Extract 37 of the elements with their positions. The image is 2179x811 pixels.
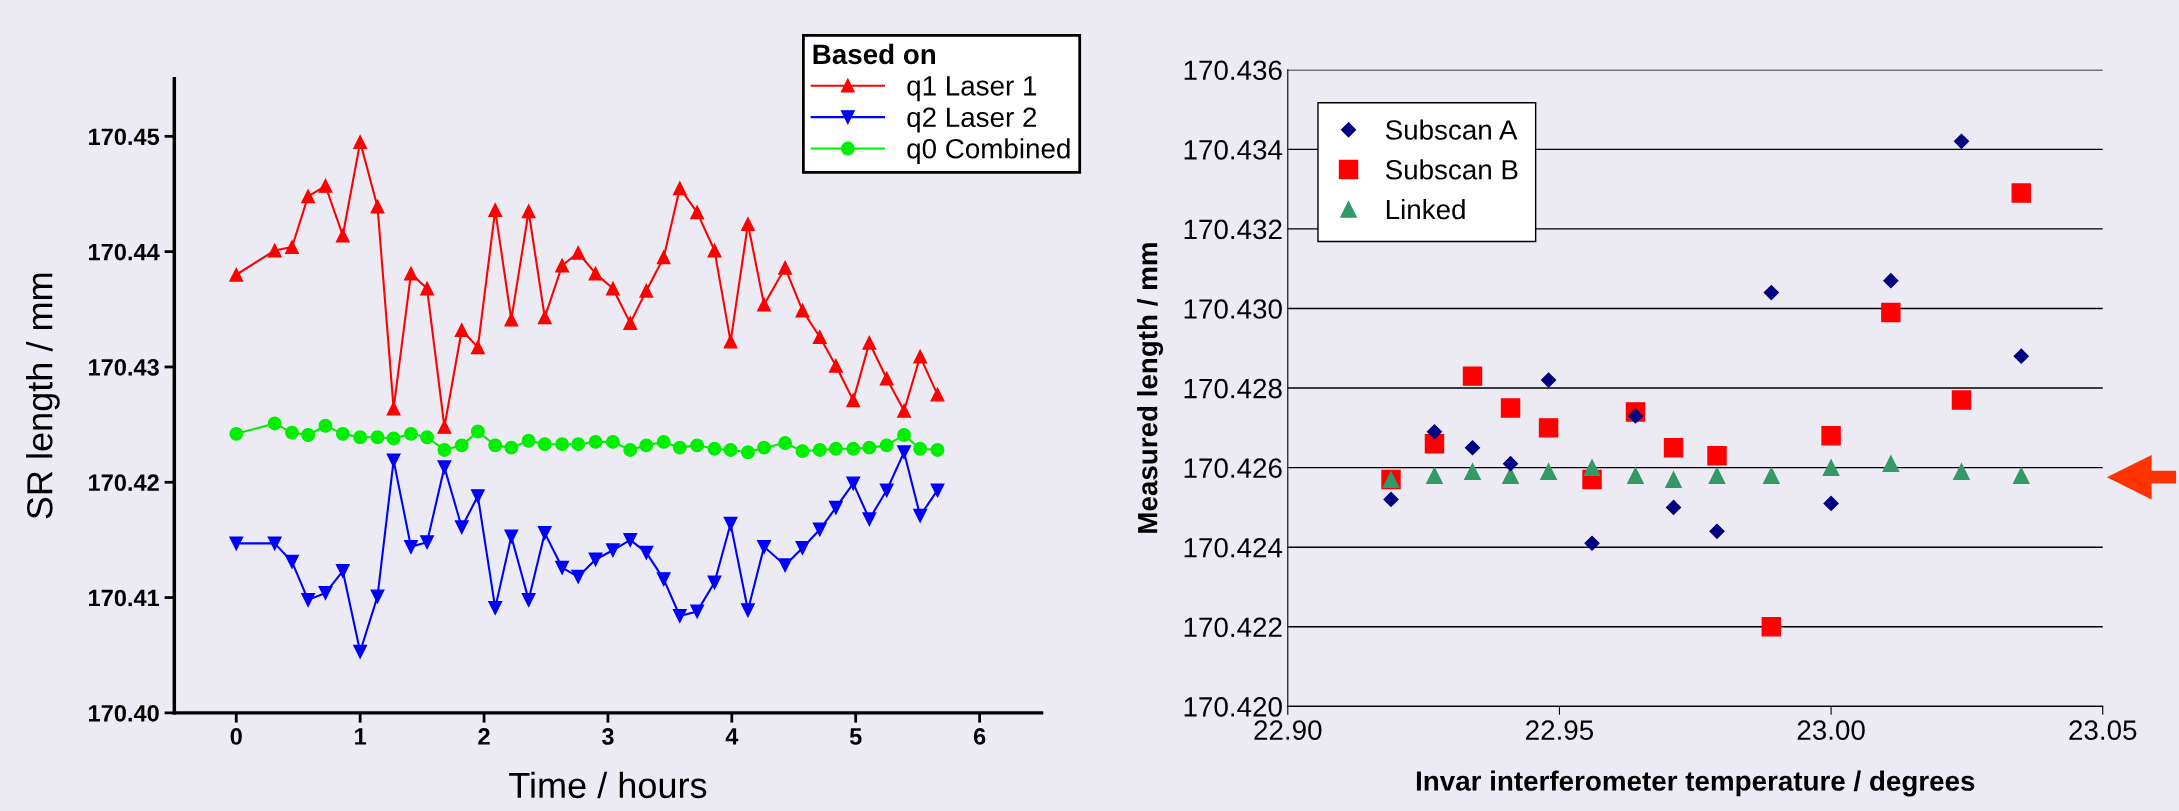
y-tick-label: 170.422 bbox=[1184, 617, 1282, 638]
x-tick-label: 5 bbox=[849, 728, 862, 745]
y-tick-label: 170.44 bbox=[89, 243, 160, 261]
y-tick-label: 170.40 bbox=[89, 704, 159, 722]
y-tick-label: 170.424 bbox=[1184, 537, 1283, 558]
y-tick-label: 170.45 bbox=[89, 128, 160, 146]
y-tick-label: 170.42 bbox=[89, 474, 159, 492]
legend-label: Subscan A bbox=[1385, 119, 1518, 140]
x-tick-label: 0 bbox=[230, 728, 242, 745]
y-axis-title: Measured length / mm bbox=[1137, 243, 1164, 533]
y-tick-label: 170.41 bbox=[89, 589, 160, 607]
y-tick-label: 170.432 bbox=[1184, 219, 1282, 240]
y-tick-label: 170.426 bbox=[1184, 458, 1282, 478]
x-tick-label: 22.95 bbox=[1526, 720, 1594, 740]
x-tick-label: 2 bbox=[478, 728, 490, 745]
y-tick-label: 170.420 bbox=[1184, 697, 1282, 717]
legend-label: Subscan B bbox=[1385, 159, 1518, 180]
x-tick-label: 6 bbox=[973, 728, 986, 745]
x-tick-label: 23.00 bbox=[1797, 720, 1865, 740]
legend-label: q1 Laser 1 bbox=[907, 76, 1037, 102]
x-tick-label: 22.90 bbox=[1254, 720, 1322, 740]
legend-title: Based on bbox=[813, 43, 936, 65]
x-tick-label: 3 bbox=[601, 728, 614, 745]
y-tick-label: 170.43 bbox=[89, 359, 159, 376]
legend-label: q0 Combined bbox=[907, 138, 1070, 165]
y-tick-label: 170.434 bbox=[1184, 139, 1283, 160]
legend-label: q2 Laser 2 bbox=[907, 107, 1037, 133]
x-axis-title: Time / hours bbox=[509, 771, 707, 799]
y-tick-label: 170.428 bbox=[1184, 378, 1282, 399]
x-tick-label: 23.05 bbox=[2069, 720, 2137, 740]
x-axis-title: Invar interferometer temperature / degrees bbox=[1416, 770, 1975, 797]
x-tick-label: 4 bbox=[725, 728, 739, 745]
legend-label: Linked bbox=[1386, 198, 1465, 220]
y-tick-label: 170.436 bbox=[1184, 60, 1282, 81]
y-axis-title: SR length / mm bbox=[26, 273, 60, 519]
x-tick-label: 1 bbox=[355, 728, 367, 745]
y-tick-label: 170.430 bbox=[1184, 299, 1282, 319]
